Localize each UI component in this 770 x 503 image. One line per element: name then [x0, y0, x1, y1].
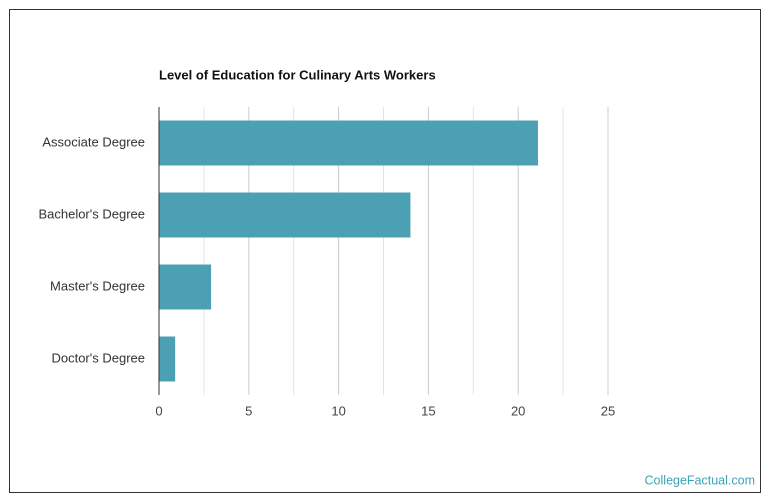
- bar: [159, 264, 212, 310]
- x-tick-label: 10: [331, 403, 345, 418]
- y-tick-label: Doctor's Degree: [51, 350, 145, 365]
- y-tick-label: Associate Degree: [42, 134, 145, 149]
- x-tick-label: 25: [601, 403, 615, 418]
- source-link[interactable]: CollegeFactual.com: [645, 473, 755, 487]
- x-tick-label: 15: [421, 403, 435, 418]
- y-tick-label: Bachelor's Degree: [38, 206, 145, 221]
- x-tick-label: 20: [511, 403, 525, 418]
- bar: [159, 192, 411, 238]
- x-tick-label: 0: [155, 403, 162, 418]
- chart-title: Level of Education for Culinary Arts Wor…: [159, 67, 436, 82]
- bar: [159, 336, 176, 382]
- y-tick-label: Master's Degree: [50, 278, 145, 293]
- bar: [159, 120, 538, 166]
- frame: [9, 9, 761, 493]
- x-tick-label: 5: [245, 403, 252, 418]
